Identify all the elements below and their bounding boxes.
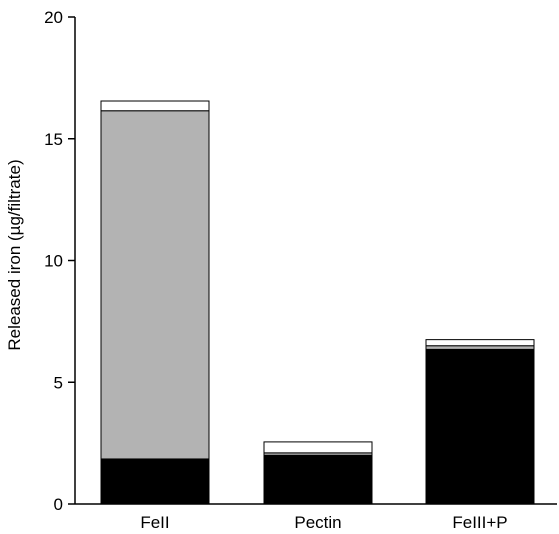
bar-segment-feii-0 [100,458,210,505]
bar-segment-feii-1 [100,110,210,460]
x-category-label: Pectin [294,513,341,532]
y-tick-label: 20 [44,8,63,27]
bar-segment-pectin-0 [263,454,373,505]
x-category-label: FeIII+P [452,513,507,532]
y-tick-label: 5 [54,373,63,392]
x-axis-category-labels: FeII Pectin FeIII+P [140,513,507,532]
bar-segment-pectin-2 [263,441,373,454]
bar-stacks [100,100,535,505]
bar-segment-feiii-p-1 [425,345,535,350]
bar-segment-feiii-p-0 [425,348,535,505]
bar-segment-feiii-p-2 [425,339,535,347]
y-tick-label: 15 [44,130,63,149]
y-tick-label: 10 [44,252,63,271]
y-axis-ticks: 0 5 10 15 20 [44,8,75,514]
y-tick-label: 0 [54,495,63,514]
x-category-label: FeII [140,513,169,532]
y-axis-title: Released iron (µg/filtrate) [5,159,24,350]
bar-segment-feii-2 [100,100,210,112]
